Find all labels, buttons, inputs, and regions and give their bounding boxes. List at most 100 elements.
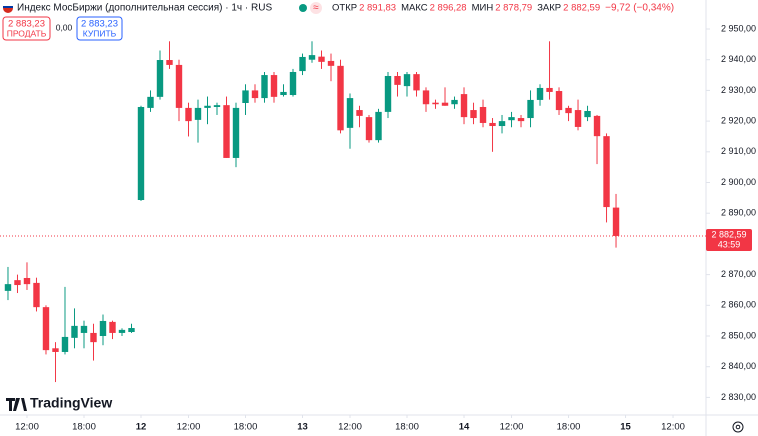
change: −9,72 (−0,34%)	[605, 3, 674, 14]
candle-body	[574, 110, 582, 127]
y-tick-label: 2 830,00	[721, 392, 756, 402]
candle-body	[156, 60, 164, 97]
logo-text: TradingView	[30, 395, 112, 411]
candle-body	[80, 325, 88, 333]
candle-body	[555, 91, 563, 111]
last-price-text: 2 882,59	[711, 229, 746, 239]
ohlc-value: 2 896,28	[430, 3, 467, 14]
y-tick-label: 2 900,00	[721, 177, 756, 187]
candle-body	[109, 321, 116, 333]
buy-label[interactable]: КУПИТЬ	[83, 28, 117, 38]
x-tick-label: 18:00	[557, 422, 581, 433]
candle-body	[346, 98, 354, 128]
candle-body	[403, 74, 411, 87]
ohlc-value: 2 878,79	[495, 3, 532, 14]
x-tick-label: 12:00	[177, 422, 201, 433]
candle-body	[584, 110, 591, 118]
x-tick-label: 14	[459, 422, 470, 433]
candle-body	[489, 122, 496, 127]
y-tick-label: 2 910,00	[721, 146, 756, 156]
x-tick-label: 12:00	[338, 422, 362, 433]
candle-body	[451, 99, 458, 105]
y-tick-label: 2 870,00	[721, 269, 756, 279]
candle-body	[137, 106, 145, 201]
session-icon	[310, 2, 322, 14]
buy-price[interactable]: 2 883,23	[81, 19, 118, 30]
candle-body	[394, 75, 401, 85]
sell-price[interactable]: 2 883,23	[8, 19, 45, 30]
candle-body	[308, 55, 316, 60]
candle-body	[232, 107, 240, 158]
candle-body	[527, 99, 534, 119]
candle-body	[223, 105, 230, 158]
candle-body	[194, 107, 202, 120]
candle-body	[470, 110, 477, 119]
x-tick-label: 13	[297, 422, 308, 433]
candle-body	[327, 60, 335, 66]
countdown-text: 43:59	[718, 239, 741, 249]
candle-body	[536, 87, 544, 100]
y-tick-label: 2 840,00	[721, 361, 756, 371]
candle-body	[118, 329, 126, 333]
y-tick-label: 2 950,00	[721, 23, 756, 33]
candle-body	[603, 136, 610, 208]
candle-body	[242, 90, 249, 103]
ohlc-value: 2 882,59	[563, 3, 600, 14]
buy-button[interactable]	[76, 16, 123, 41]
x-tick-label: 18:00	[72, 422, 96, 433]
candle-body	[128, 328, 135, 333]
candle-body	[508, 117, 515, 121]
candle-body	[4, 284, 12, 291]
candle-body	[42, 307, 50, 351]
candle-body	[185, 107, 192, 122]
candle-body	[99, 320, 107, 337]
candle-body	[460, 94, 468, 118]
plot	[0, 41, 706, 383]
symbol-title: Индекс МосБиржи (дополнительная сессия) …	[17, 3, 272, 14]
candle-body	[175, 64, 183, 108]
spread: 0,00	[56, 22, 73, 32]
candle-body	[33, 282, 40, 308]
y-tick-label: 2 920,00	[721, 115, 756, 125]
logo: TradingView	[6, 395, 112, 411]
trade-buttons: 2 883,23 ПРОДАТЬ 0,00 2 883,23 КУПИТЬ	[2, 16, 123, 41]
candle-body	[166, 60, 173, 65]
candle-body	[375, 111, 382, 141]
candle-body	[270, 75, 278, 97]
candle-body	[147, 96, 154, 108]
x-tick-label: 18:00	[234, 422, 258, 433]
ohlc-label: ЗАКР	[537, 3, 561, 14]
candle-body	[299, 56, 306, 72]
candle-body	[61, 336, 69, 352]
session-icon-text: ≈	[313, 3, 319, 14]
sell-button[interactable]	[2, 16, 51, 41]
candle-body	[261, 75, 268, 99]
status-dot	[299, 4, 307, 12]
x-tick-label: 12:00	[15, 422, 39, 433]
y-tick-label: 2 850,00	[721, 330, 756, 340]
candle-body	[71, 325, 78, 338]
y-tick-label: 2 890,00	[721, 208, 756, 218]
candle-body	[23, 277, 31, 285]
last-price-box	[706, 228, 752, 251]
x-tick-label: 12	[136, 422, 147, 433]
candle-body	[337, 65, 344, 131]
candle-body	[432, 102, 439, 105]
candle-body	[204, 105, 211, 108]
candle-body	[289, 71, 297, 96]
y-tick-label: 2 860,00	[721, 300, 756, 310]
candle-body	[498, 121, 506, 127]
settings-icon[interactable]	[732, 421, 744, 433]
candle-body	[441, 102, 449, 106]
candle-body	[479, 106, 487, 123]
x-tick-label: 18:00	[395, 422, 419, 433]
candle-body	[593, 115, 601, 137]
candle-body	[422, 90, 430, 105]
sell-label[interactable]: ПРОДАТЬ	[7, 28, 47, 38]
candle-body	[90, 332, 97, 343]
x-tick-label: 15	[620, 422, 631, 433]
candle-body	[356, 110, 363, 116]
x-tick-label: 12:00	[661, 422, 685, 433]
candle-body	[280, 91, 287, 96]
